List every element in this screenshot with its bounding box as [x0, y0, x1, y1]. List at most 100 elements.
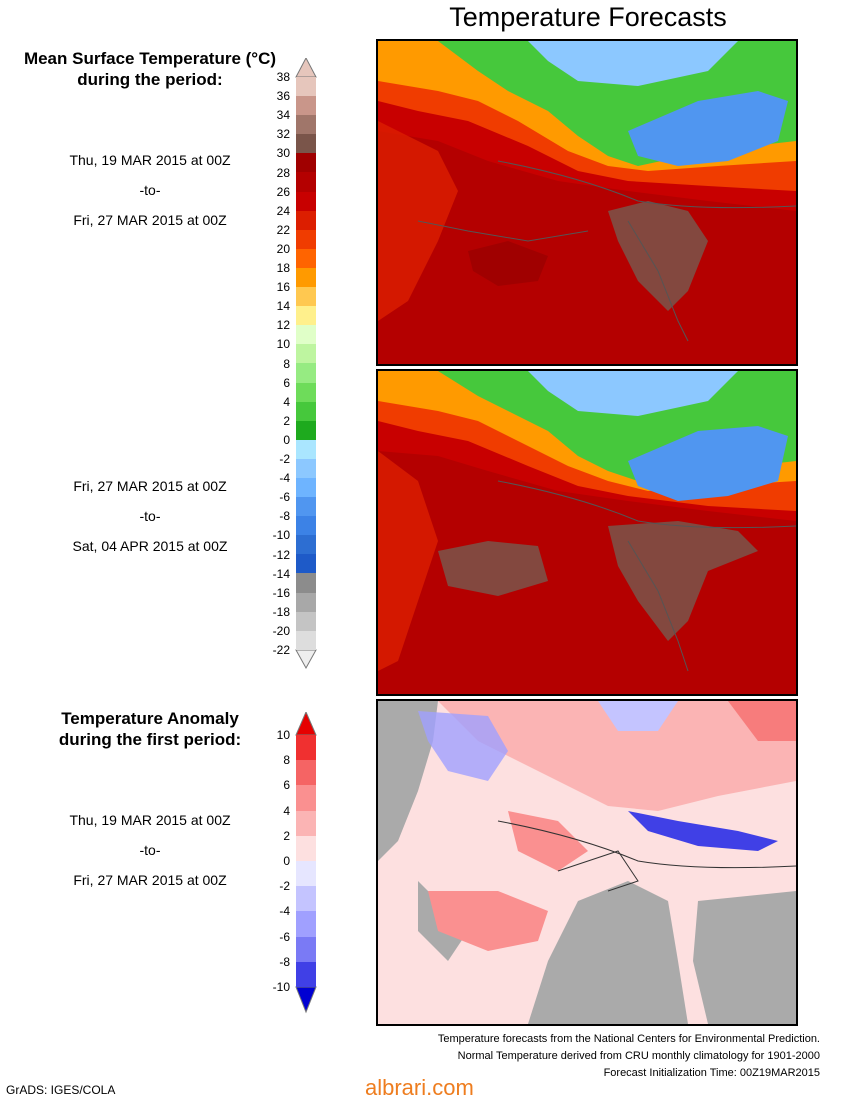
anomaly-colorbar-top-arrow [295, 710, 317, 736]
mean-colorbar-tick-label: -2 [279, 452, 290, 466]
mean-colorbar-tick-label: -10 [272, 528, 290, 543]
mean-colorbar-tick-label: 6 [283, 375, 290, 390]
mean-colorbar-segment [296, 382, 316, 402]
period3-end: Fri, 27 MAR 2015 at 00Z [73, 872, 227, 888]
grads-credit: GrADS: IGES/COLA [6, 1083, 116, 1097]
mean-colorbar-segment [296, 630, 316, 650]
mean-colorbar-arrows [295, 56, 317, 670]
mean-colorbar-bottom-arrow [295, 649, 317, 670]
anomaly-colorbar-tick-label: 10 [276, 728, 290, 742]
mean-colorbar-tick-label: 20 [276, 241, 290, 256]
mean-colorbar-segment [296, 573, 316, 593]
mean-colorbar-tick-label: 16 [276, 280, 290, 295]
mean-colorbar-tick-label: -12 [272, 547, 290, 562]
mean-legend-heading-line1: Mean Surface Temperature (°C) [23, 49, 277, 68]
period2-end: Sat, 04 APR 2015 at 00Z [72, 538, 228, 554]
mean-colorbar-segment [296, 420, 316, 440]
mean-colorbar-tick-label: 36 [276, 89, 290, 104]
anomaly-colorbar-segment [296, 860, 316, 887]
mean-colorbar-segment [296, 401, 316, 421]
footer-init-time-line: Forecast Initialization Time: 00Z19MAR20… [603, 1067, 820, 1079]
mean-colorbar-segment [296, 77, 316, 97]
mean-colorbar-tick-label: 14 [276, 299, 290, 314]
mean-colorbar-segment [296, 229, 316, 249]
mean-colorbar-tick-label: -6 [279, 490, 290, 505]
anomaly-colorbar-segment [296, 936, 316, 962]
anomaly-colorbar-tick-label: -6 [279, 929, 290, 944]
mean-colorbar-segment [296, 592, 316, 612]
mean-colorbar-segment [296, 477, 316, 498]
anomaly-colorbar-tick-label: -8 [279, 954, 290, 969]
mean-colorbar-segment [296, 191, 316, 211]
mean-legend-heading-line2: during the period: [77, 70, 223, 89]
anomaly-legend-heading-line1: Temperature Anomaly [61, 709, 239, 728]
mean-colorbar-segments [296, 77, 316, 650]
period3-start: Thu, 19 MAR 2015 at 00Z [69, 812, 231, 828]
anomaly-legend-heading-line2: during the first period: [58, 730, 242, 749]
mean-colorbar-segment [296, 344, 316, 364]
mean-colorbar-tick-label: 4 [283, 394, 290, 409]
anomaly-colorbar: 10 8 6 4 2 0 -2 -4 -6 -8 -10 [250, 710, 330, 1014]
mean-colorbar-tick-label: 38 [276, 70, 290, 84]
anomaly-colorbar-tick-label: -10 [272, 980, 290, 994]
anomaly-colorbar-tick-label: 4 [283, 803, 290, 818]
mean-colorbar-tick-label: -18 [272, 604, 290, 619]
anomaly-colorbar-bottom-arrow [295, 986, 317, 1014]
anomaly-colorbar-segment [296, 835, 316, 861]
anomaly-colorbar-segment [296, 785, 316, 811]
mean-colorbar-tick-label: -22 [272, 643, 290, 657]
anomaly-colorbar-tick-label: 0 [283, 854, 290, 868]
mean-colorbar-segment [296, 115, 316, 135]
mean-colorbar-segment [296, 497, 316, 517]
anomaly-colorbar-segment [296, 760, 316, 786]
anomaly-colorbar-segment [296, 911, 316, 937]
anomaly-colorbar-tick-label: -4 [279, 904, 290, 919]
mean-colorbar-tick-label: 24 [276, 203, 290, 218]
mean-colorbar-tick-label: -4 [279, 471, 290, 486]
anomaly-colorbar-tick-label: -2 [279, 879, 290, 894]
mean-legend-heading: Mean Surface Temperature (°C) during the… [0, 48, 300, 90]
anomaly-colorbar-segment [296, 886, 316, 912]
anomaly-colorbar-segment [296, 735, 316, 761]
period2-start: Fri, 27 MAR 2015 at 00Z [73, 478, 227, 494]
mean-colorbar-segment [296, 439, 316, 459]
mean-colorbar-segment [296, 611, 316, 631]
mean-colorbar-segment [296, 153, 316, 173]
mean-colorbar-segment [296, 458, 316, 478]
anomaly-colorbar-segments [296, 735, 316, 987]
mean-colorbar-tick-label: 12 [276, 318, 290, 333]
period3-sep: -to- [139, 842, 161, 858]
mean-colorbar-tick-label: 26 [276, 184, 290, 199]
period1-sep: -to- [139, 182, 161, 198]
anomaly-colorbar-segment [296, 961, 316, 987]
mean-colorbar-tick-label: 30 [276, 146, 290, 161]
mean-colorbar-segment [296, 172, 316, 192]
mean-colorbar-tick-label: 28 [276, 165, 290, 180]
mean-colorbar-segment [296, 554, 316, 574]
anomaly-colorbar-segment [296, 810, 316, 836]
mean-colorbar-segment [296, 325, 316, 345]
period1-end: Fri, 27 MAR 2015 at 00Z [73, 212, 227, 228]
mean-colorbar-segment [296, 134, 316, 154]
watermark: albrari.com [365, 1075, 474, 1100]
period1-start: Thu, 19 MAR 2015 at 00Z [69, 152, 231, 168]
anomaly-colorbar-tick-label: 8 [283, 753, 290, 768]
mean-colorbar-segment [296, 210, 316, 230]
map-temperature-anomaly [376, 699, 798, 1026]
mean-colorbar-tick-label: 0 [283, 432, 290, 447]
mean-colorbar-segment [296, 267, 316, 288]
mean-colorbar-tick-label: -8 [279, 509, 290, 524]
mean-colorbar-segment [296, 96, 316, 116]
mean-colorbar-tick-label: 8 [283, 356, 290, 371]
mean-temperature-colorbar: 38 36 34 32 30 28 26 24 22 20 18 16 14 12 10 8 6 4 2 0 -2 -4-… [250, 56, 330, 670]
mean-colorbar-tick-label: -14 [272, 566, 290, 581]
anomaly-legend-heading: Temperature Anomaly during the first per… [0, 708, 300, 750]
mean-colorbar-tick-label: 2 [283, 413, 290, 428]
mean-colorbar-tick-label: -20 [272, 623, 290, 638]
anomaly-colorbar-tick-label: 6 [283, 778, 290, 793]
mean-colorbar-tick-label: 32 [276, 127, 290, 142]
mean-colorbar-segment [296, 535, 316, 555]
mean-colorbar-segment [296, 248, 316, 268]
mean-colorbar-tick-label: -16 [272, 585, 290, 600]
mean-colorbar-segment [296, 363, 316, 383]
